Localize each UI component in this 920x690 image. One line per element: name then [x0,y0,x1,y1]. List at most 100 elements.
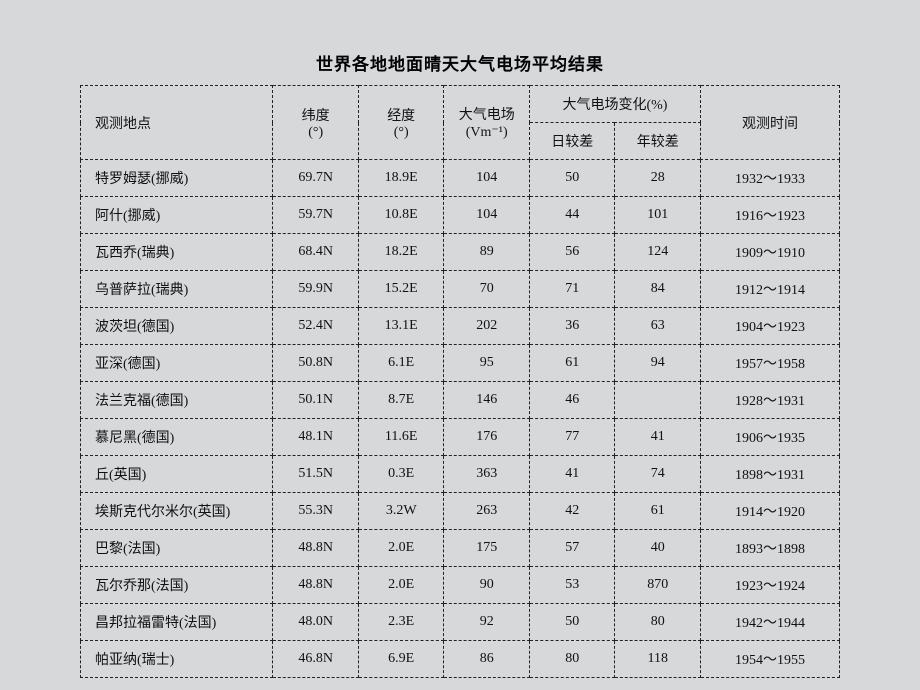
table-row: 法兰克福(德国)50.1N8.7E146461928～1931 [81,382,840,419]
cell-day-diff: 42 [529,493,615,530]
cell-location: 昌邦拉福雷特(法国) [81,604,273,641]
cell-field: 104 [444,197,530,234]
cell-latitude: 48.0N [273,604,359,641]
cell-day-diff: 36 [529,308,615,345]
cell-obs-time: 1942～1944 [701,604,840,641]
cell-location: 特罗姆瑟(挪威) [81,160,273,197]
cell-year-diff: 74 [615,456,701,493]
cell-latitude: 55.3N [273,493,359,530]
cell-day-diff: 50 [529,604,615,641]
col-location: 观测地点 [81,86,273,160]
table-row: 波茨坦(德国)52.4N13.1E20236631904～1923 [81,308,840,345]
cell-field: 146 [444,382,530,419]
cell-longitude: 2.3E [358,604,444,641]
cell-obs-time: 1909～1910 [701,234,840,271]
cell-obs-time: 1916～1923 [701,197,840,234]
cell-latitude: 59.9N [273,271,359,308]
table-row: 帕亚纳(瑞士)46.8N6.9E86801181954～1955 [81,641,840,678]
cell-location: 法兰克福(德国) [81,382,273,419]
cell-field: 70 [444,271,530,308]
cell-location: 埃斯克代尔米尔(英国) [81,493,273,530]
cell-year-diff [615,382,701,419]
cell-day-diff: 50 [529,160,615,197]
col-field: 大气电场 (Vm⁻¹) [444,86,530,160]
field-unit: (Vm⁻¹) [450,124,523,141]
lat-unit: (°) [279,125,352,141]
cell-year-diff: 28 [615,160,701,197]
cell-day-diff: 41 [529,456,615,493]
cell-latitude: 52.4N [273,308,359,345]
cell-year-diff: 124 [615,234,701,271]
table-body: 特罗姆瑟(挪威)69.7N18.9E10450281932～1933阿什(挪威)… [81,160,840,678]
cell-year-diff: 870 [615,567,701,604]
electric-field-table: 观测地点 纬度 (°) 经度 (°) 大气电场 (Vm⁻¹) 大气电场变化(%)… [80,85,840,678]
cell-location: 乌普萨拉(瑞典) [81,271,273,308]
cell-obs-time: 1957～1958 [701,345,840,382]
cell-field: 263 [444,493,530,530]
cell-latitude: 48.1N [273,419,359,456]
cell-day-diff: 80 [529,641,615,678]
col-longitude: 经度 (°) [358,86,444,160]
cell-field: 90 [444,567,530,604]
lon-unit: (°) [365,125,438,141]
cell-location: 巴黎(法国) [81,530,273,567]
cell-location: 慕尼黑(德国) [81,419,273,456]
cell-field: 92 [444,604,530,641]
cell-location: 阿什(挪威) [81,197,273,234]
cell-field: 363 [444,456,530,493]
lat-label: 纬度 [279,105,352,125]
cell-obs-time: 1923～1924 [701,567,840,604]
table-row: 乌普萨拉(瑞典)59.9N15.2E7071841912～1914 [81,271,840,308]
cell-field: 202 [444,308,530,345]
cell-latitude: 46.8N [273,641,359,678]
cell-day-diff: 53 [529,567,615,604]
cell-longitude: 10.8E [358,197,444,234]
cell-location: 帕亚纳(瑞士) [81,641,273,678]
cell-day-diff: 77 [529,419,615,456]
table-row: 昌邦拉福雷特(法国)48.0N2.3E9250801942～1944 [81,604,840,641]
cell-obs-time: 1932～1933 [701,160,840,197]
cell-day-diff: 61 [529,345,615,382]
cell-obs-time: 1912～1914 [701,271,840,308]
field-label: 大气电场 [450,104,523,124]
cell-field: 176 [444,419,530,456]
cell-longitude: 2.0E [358,530,444,567]
cell-obs-time: 1906～1935 [701,419,840,456]
cell-year-diff: 94 [615,345,701,382]
cell-latitude: 50.1N [273,382,359,419]
table-title: 世界各地地面晴天大气电场平均结果 [316,50,604,75]
cell-longitude: 2.0E [358,567,444,604]
cell-longitude: 13.1E [358,308,444,345]
table-row: 特罗姆瑟(挪威)69.7N18.9E10450281932～1933 [81,160,840,197]
cell-field: 95 [444,345,530,382]
table-row: 瓦尔乔那(法国)48.8N2.0E90538701923～1924 [81,567,840,604]
cell-longitude: 6.1E [358,345,444,382]
cell-location: 瓦西乔(瑞典) [81,234,273,271]
lon-label: 经度 [365,105,438,125]
cell-year-diff: 40 [615,530,701,567]
cell-location: 瓦尔乔那(法国) [81,567,273,604]
col-variation: 大气电场变化(%) [529,86,700,123]
table-row: 埃斯克代尔米尔(英国)55.3N3.2W26342611914～1920 [81,493,840,530]
cell-field: 175 [444,530,530,567]
table-row: 阿什(挪威)59.7N10.8E104441011916～1923 [81,197,840,234]
cell-field: 86 [444,641,530,678]
cell-day-diff: 57 [529,530,615,567]
cell-latitude: 59.7N [273,197,359,234]
col-day-diff: 日较差 [529,123,615,160]
cell-day-diff: 44 [529,197,615,234]
table-row: 慕尼黑(德国)48.1N11.6E17677411906～1935 [81,419,840,456]
cell-year-diff: 41 [615,419,701,456]
cell-obs-time: 1954～1955 [701,641,840,678]
cell-longitude: 11.6E [358,419,444,456]
cell-year-diff: 118 [615,641,701,678]
cell-year-diff: 63 [615,308,701,345]
cell-year-diff: 80 [615,604,701,641]
cell-obs-time: 1928～1931 [701,382,840,419]
cell-obs-time: 1914～1920 [701,493,840,530]
cell-location: 亚深(德国) [81,345,273,382]
cell-day-diff: 71 [529,271,615,308]
cell-longitude: 3.2W [358,493,444,530]
cell-year-diff: 61 [615,493,701,530]
cell-longitude: 8.7E [358,382,444,419]
